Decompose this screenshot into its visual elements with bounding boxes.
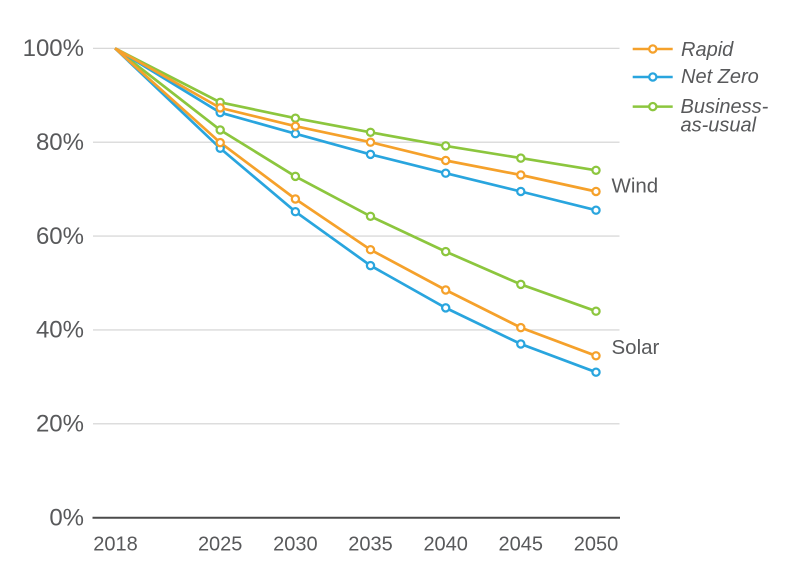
svg-text:Wind: Wind — [612, 174, 659, 197]
svg-text:Solar: Solar — [612, 336, 660, 359]
svg-text:as-usual: as-usual — [681, 115, 757, 137]
svg-text:Net Zero: Net Zero — [681, 66, 759, 88]
svg-text:2040: 2040 — [423, 534, 468, 556]
svg-text:2050: 2050 — [574, 534, 619, 556]
svg-text:2035: 2035 — [348, 534, 393, 556]
svg-text:2045: 2045 — [499, 534, 544, 556]
svg-text:100%: 100% — [23, 35, 84, 62]
svg-text:40%: 40% — [36, 317, 84, 344]
svg-text:Rapid: Rapid — [681, 39, 734, 61]
svg-text:20%: 20% — [36, 411, 84, 438]
svg-text:2030: 2030 — [273, 534, 318, 556]
svg-text:60%: 60% — [36, 223, 84, 250]
svg-text:0%: 0% — [49, 504, 84, 531]
svg-text:2025: 2025 — [198, 534, 243, 556]
svg-text:Business-: Business- — [681, 96, 769, 118]
svg-text:2018: 2018 — [93, 534, 138, 556]
svg-text:80%: 80% — [36, 129, 84, 156]
